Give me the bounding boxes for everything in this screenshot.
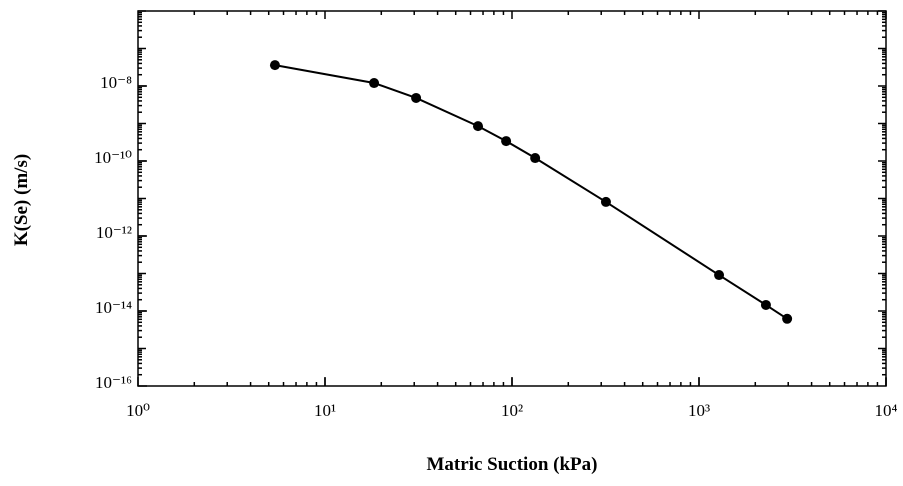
x-tick-label: 10² <box>501 401 523 420</box>
data-point <box>714 270 725 281</box>
y-tick-label: 10⁻¹⁶ <box>95 373 132 392</box>
data-point <box>782 313 793 324</box>
x-tick-label: 10¹ <box>314 401 336 420</box>
x-tick-label: 10³ <box>688 401 710 420</box>
data-point <box>411 92 422 103</box>
data-point <box>473 121 484 132</box>
data-point <box>530 153 541 164</box>
x-tick-label: 10⁴ <box>875 401 898 420</box>
data-point <box>269 60 280 71</box>
y-tick-label: 10⁻¹⁴ <box>95 298 132 317</box>
data-point <box>501 136 512 147</box>
y-tick-label: 10⁻¹² <box>96 223 132 242</box>
y-axis-title: K(Se) (m/s) <box>11 154 32 246</box>
data-point <box>760 299 771 310</box>
x-tick-label: 10⁰ <box>126 401 150 420</box>
data-point <box>369 78 380 89</box>
plot-frame <box>137 10 887 387</box>
series-line <box>274 64 788 320</box>
x-axis-title: Matric Suction (kPa) <box>427 454 598 475</box>
data-point <box>600 196 611 207</box>
y-tick-label: 10⁻⁸ <box>100 73 132 92</box>
y-tick-label: 10⁻¹⁰ <box>94 148 132 167</box>
